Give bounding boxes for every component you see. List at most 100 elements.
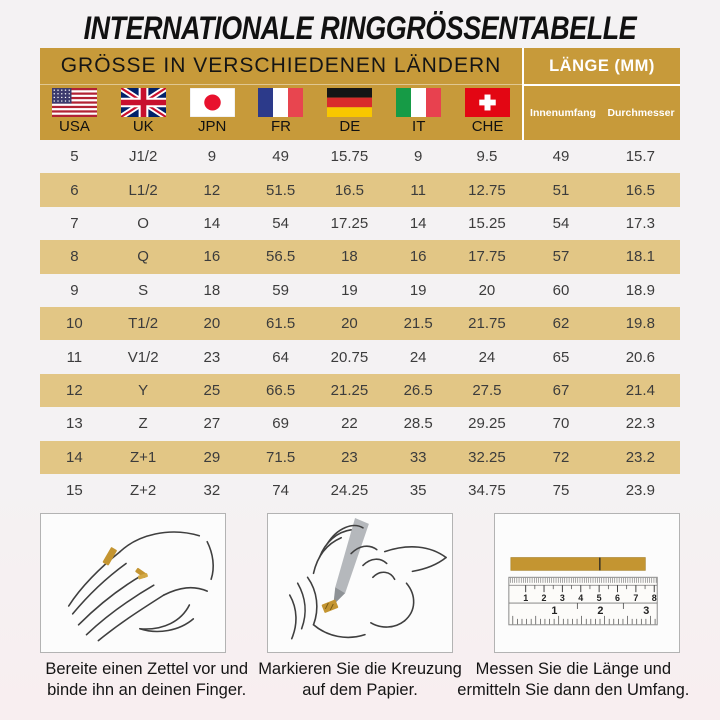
table-cell: 17.25 — [330, 214, 369, 232]
table-cell: 11 — [410, 181, 426, 199]
country-label: IT — [412, 118, 426, 135]
table-cell: 23 — [203, 348, 221, 366]
country-it: IT — [384, 88, 453, 140]
table-cell: 70 — [552, 415, 570, 433]
table-cell: 69 — [272, 415, 289, 433]
table-cell: 9 — [414, 148, 423, 166]
country-che: CHE — [453, 88, 522, 140]
table-cell: 16 — [203, 248, 221, 266]
table-cell: 20 — [341, 315, 358, 333]
table-cell: 51 — [552, 181, 570, 199]
country-label: FR — [270, 118, 291, 135]
length-subheaders: Innenumfang Durchmesser — [524, 86, 680, 139]
table-cell: 16.5 — [334, 181, 365, 199]
country-label: JPN — [197, 118, 227, 135]
table-row: 12 Y 25 66.5 21.25 26.5 27.5 67 21.4 — [40, 373, 680, 408]
step-1-caption: Bereite einen Zettel vor und binde ihn a… — [45, 660, 249, 700]
table-cell: 33 — [409, 448, 427, 466]
table-cell: 9 — [70, 281, 79, 299]
countries-header-title: GRÖSSE IN VERSCHIEDENEN LÄNDERN — [40, 48, 522, 85]
france-flag — [258, 88, 304, 117]
table-cell: 18.9 — [625, 281, 655, 299]
ruler-ticks — [510, 578, 657, 625]
svg-text:2: 2 — [542, 593, 547, 603]
table-row: 9 S 18 59 19 19 20 60 18.9 — [40, 274, 680, 307]
country-label: UK — [132, 118, 154, 135]
table-cell: 23.9 — [625, 482, 655, 500]
table-cell: 34.75 — [468, 482, 506, 500]
flag-row: USA UK JPN FR DE IT CHE — [40, 85, 522, 140]
table-cell: 56.5 — [266, 248, 296, 266]
table-cell: 29 — [203, 448, 221, 466]
table-row: 7 O 14 54 17.25 14 15.25 54 17.3 — [40, 207, 680, 240]
measurement-steps: Bereite einen Zettel vor und binde ihn a… — [40, 513, 689, 701]
country-jpn: JPN — [178, 88, 247, 140]
table-cell: 12.75 — [468, 181, 506, 199]
switzerland-flag — [465, 88, 511, 117]
table-header-band: GRÖSSE IN VERSCHIEDENEN LÄNDERN USA UK JPN… — [40, 48, 680, 140]
table-cell: 21.5 — [403, 315, 433, 333]
table-cell: 19.8 — [625, 315, 655, 333]
table-cell: 57 — [552, 248, 570, 266]
table-row: 5 J1/2 9 49 15.75 9 9.5 49 15.7 — [40, 140, 680, 173]
table-cell: 28.5 — [403, 415, 433, 433]
table-cell: 24 — [478, 348, 496, 366]
table-cell: 13 — [66, 415, 83, 433]
table-row: 10 T1/2 20 61.5 20 21.5 21.75 62 19.8 — [40, 306, 680, 341]
table-cell: 21.4 — [625, 381, 655, 399]
table-cell: 71.5 — [266, 448, 296, 466]
germany-flag — [327, 88, 373, 117]
table-cell: T1/2 — [128, 315, 159, 333]
table-cell: 66.5 — [266, 381, 296, 399]
table-cell: 19 — [409, 281, 427, 299]
table-cell: 20 — [478, 281, 496, 299]
pen-marking-hand-icon — [288, 518, 447, 640]
table-cell: 12 — [203, 181, 221, 199]
table-cell: 25 — [203, 381, 221, 399]
table-cell: 15.7 — [625, 148, 655, 166]
table-cell: S — [138, 281, 149, 299]
table-row: 8 Q 16 56.5 18 16 17.75 57 18.1 — [40, 240, 680, 274]
table-row: 13 Z 27 69 22 28.5 29.25 70 22.3 — [40, 407, 680, 440]
table-cell: 21.25 — [330, 381, 369, 399]
table-cell: 75 — [552, 482, 570, 500]
pen-marking-hand-illustration — [266, 513, 453, 654]
table-cell: O — [137, 214, 149, 232]
svg-text:7: 7 — [633, 593, 638, 603]
table-cell: 14 — [66, 448, 83, 466]
table-cell: 22 — [341, 415, 358, 433]
table-cell: 35 — [409, 482, 427, 500]
table-cell: 23 — [341, 448, 358, 466]
table-cell: Z+2 — [130, 482, 157, 500]
svg-text:6: 6 — [615, 593, 620, 603]
table-cell: 54 — [552, 214, 570, 232]
table-cell: 61.5 — [266, 315, 296, 333]
country-uk: UK — [109, 88, 178, 140]
table-cell: 49 — [552, 148, 570, 166]
diameter-label: Durchmesser — [607, 106, 675, 119]
table-cell: L1/2 — [128, 181, 158, 199]
table-cell: J1/2 — [128, 148, 158, 166]
svg-text:1: 1 — [523, 593, 528, 603]
table-cell: 32.25 — [468, 448, 506, 466]
table-cell: 49 — [272, 148, 289, 166]
table-cell: 32 — [203, 482, 221, 500]
table-cell: 23.2 — [625, 448, 655, 466]
table-cell: 16 — [409, 248, 427, 266]
table-cell: 7 — [70, 214, 79, 232]
svg-text:1: 1 — [551, 605, 557, 617]
table-cell: Q — [137, 248, 149, 266]
table-cell: 11 — [66, 348, 83, 366]
table-row: 6 L1/2 12 51.5 16.5 11 12.75 51 16.5 — [40, 173, 680, 207]
table-cell: 59 — [272, 281, 289, 299]
table-cell: 15.75 — [330, 148, 369, 166]
country-fr: FR — [247, 88, 316, 140]
table-cell: 17.3 — [625, 214, 655, 232]
table-cell: 15.25 — [468, 214, 506, 232]
country-de: DE — [315, 88, 384, 140]
countries-header-section: GRÖSSE IN VERSCHIEDENEN LÄNDERN USA UK JPN… — [40, 48, 522, 140]
usa-flag — [51, 88, 97, 117]
